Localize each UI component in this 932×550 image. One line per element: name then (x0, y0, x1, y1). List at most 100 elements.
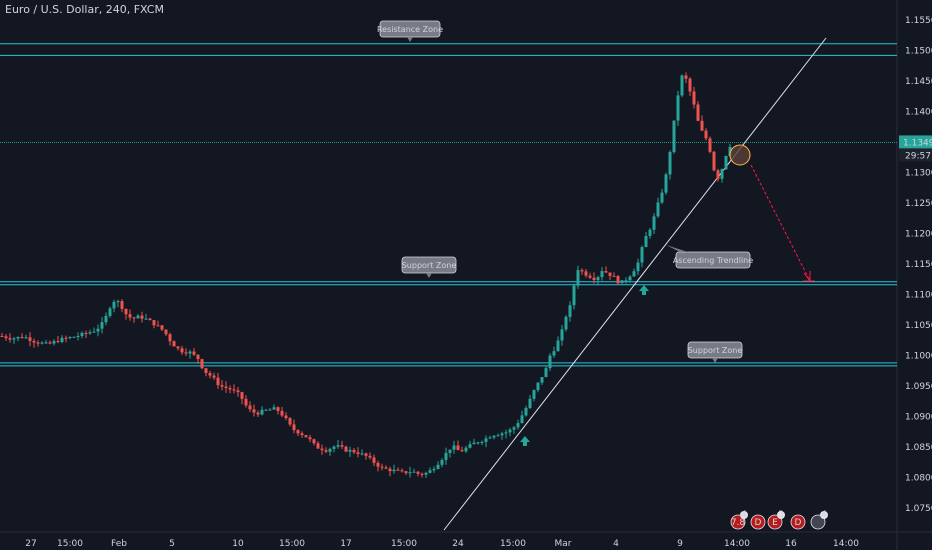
candle-body-up (476, 442, 480, 444)
candle-body-up (564, 316, 568, 330)
candle-body-down (356, 452, 360, 454)
callout-box (675, 251, 751, 269)
candle-body-up (672, 120, 676, 153)
candle-body-down (228, 387, 232, 390)
candle-body-up (664, 174, 668, 193)
candle-body-up (72, 336, 76, 338)
candle-body-down (280, 410, 284, 416)
candle-body-up (668, 152, 672, 175)
callout-pointer (666, 245, 688, 252)
candle-body-down (700, 120, 704, 131)
candle-body-down (380, 466, 384, 468)
x-tick-label: Mar (555, 539, 572, 549)
candle-body-down (4, 336, 8, 339)
candle-body-down (376, 462, 380, 467)
candle-body-up (568, 305, 572, 317)
candle-body-up (572, 285, 576, 306)
candle-body-down (372, 457, 376, 463)
candle-body-up (504, 432, 508, 434)
y-tick-label: 1.11500 (905, 260, 932, 270)
candle-body-up (512, 427, 516, 430)
callout-label: Support Zone (402, 261, 457, 270)
event-badge-icon[interactable] (790, 514, 806, 530)
candle-body-up (496, 435, 500, 437)
event-badge-count-bubble (740, 511, 748, 519)
candle-body-down (252, 409, 256, 413)
candle-body-down (212, 375, 216, 378)
candle-body-up (16, 336, 20, 339)
candle-body-up (676, 95, 680, 121)
event-badge-icon[interactable] (730, 514, 746, 530)
x-tick-label: Feb (111, 539, 127, 549)
y-tick-label: 1.09000 (905, 413, 932, 423)
candle-body-up (724, 155, 728, 170)
callout-pointer (407, 37, 413, 42)
candle-body-up (116, 301, 120, 303)
event-badge-label: D (755, 518, 762, 528)
candle-body-down (132, 317, 136, 319)
x-tick-label: 17 (340, 539, 351, 549)
y-tick-label: 1.10500 (905, 321, 932, 331)
candle-body-down (588, 275, 592, 278)
candle-body-up (624, 280, 628, 282)
candle-body-up (472, 442, 476, 445)
y-tick-label: 1.14000 (905, 108, 932, 118)
support-zone-callout-top[interactable]: Support Zone (401, 256, 457, 278)
chart-title: Euro / U.S. Dollar, 240, FXCM (5, 3, 164, 16)
candle-body-down (352, 449, 356, 453)
breakout-circle (729, 144, 751, 166)
candle-body-up (96, 328, 100, 332)
event-badge-count: 3 (778, 510, 784, 520)
candle-body-down (216, 377, 220, 386)
candle-body-up (656, 202, 660, 217)
candle-body-up (464, 447, 468, 452)
candle-body-down (176, 346, 180, 349)
y-tick-label: 1.08500 (905, 443, 932, 453)
price-tag-label: 1.13493 (903, 138, 932, 148)
candle-body-down (708, 138, 712, 152)
candle-body-down (152, 320, 156, 326)
candle-body-down (340, 445, 344, 447)
event-badge-label: E (772, 518, 778, 528)
candle-body-up (484, 438, 488, 442)
candle-body-up (468, 444, 472, 448)
y-tick-label: 1.07500 (905, 504, 932, 514)
candle-body-down (204, 368, 208, 373)
callout-label: Resistance Zone (377, 25, 443, 34)
event-badge-icon[interactable] (810, 514, 826, 530)
y-tick-label: 1.08000 (905, 474, 932, 484)
support-zone-callout-bottom[interactable]: Support Zone (687, 341, 743, 363)
event-badge-icon[interactable] (767, 514, 783, 530)
candle-body-down (292, 424, 296, 431)
candle-body-down (400, 470, 404, 472)
ascending-trendline[interactable] (443, 37, 827, 531)
candle-body-up (500, 433, 504, 436)
event-badge-count-bubble (777, 511, 785, 519)
candle-body-down (64, 337, 68, 339)
callout-pointer (426, 273, 432, 278)
candle-body-down (128, 314, 132, 318)
candle-body-down (220, 385, 224, 387)
resistance-zone-callout[interactable]: Resistance Zone (377, 20, 443, 42)
candle-body-down (704, 130, 708, 139)
ascending-trendline-callout[interactable]: Ascending Trendline (666, 245, 753, 269)
candle-body-down (120, 301, 124, 309)
candle-body-up (412, 471, 416, 473)
event-badge-icon[interactable] (750, 514, 766, 530)
candle-body-down (244, 398, 248, 406)
candle-body-down (316, 443, 320, 449)
x-tick-label: 9 (677, 539, 683, 549)
candle-body-down (612, 275, 616, 277)
candle-body-down (32, 340, 36, 343)
candle-body-down (168, 334, 172, 342)
candle-body-down (584, 271, 588, 276)
candle-body-up (68, 337, 72, 339)
y-tick-label: 1.12500 (905, 199, 932, 209)
y-tick-label: 1.15500 (905, 16, 932, 26)
x-tick-label: 16 (785, 539, 797, 549)
candle-body-up (24, 337, 28, 339)
candle-body-down (160, 325, 164, 330)
x-tick-label: 27 (25, 539, 36, 549)
candle-body-down (312, 439, 316, 444)
